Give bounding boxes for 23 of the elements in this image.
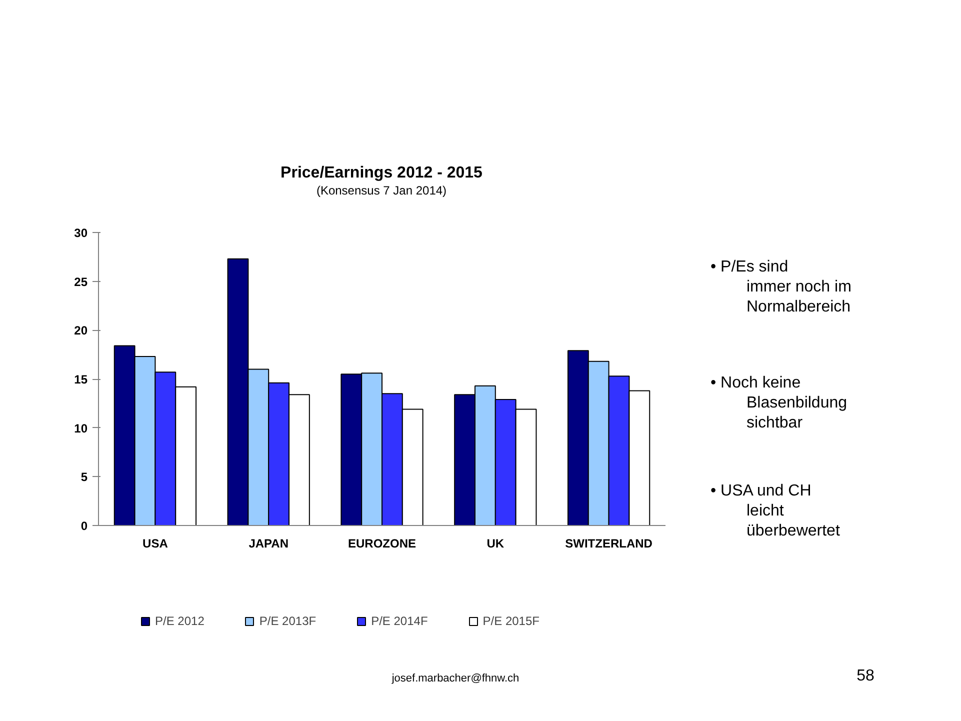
y-tick-label: 30 [74, 226, 88, 240]
x-tick-label: UK [486, 536, 504, 550]
text: • Noch keine Blasenbildung sichtbar [710, 374, 848, 432]
legend-label: P/E 2013F [259, 614, 316, 628]
text: • P/Es sind immer noch im Normalbereich [710, 258, 852, 316]
text: josef.marbacher@fhnw.ch [390, 672, 520, 684]
text: 58 [856, 668, 874, 684]
y-tick-label: 0 [80, 519, 88, 533]
text: • USA und CH leicht überbewertet [710, 482, 840, 540]
x-tick-label: USA [142, 536, 168, 550]
y-tick-label: 20 [74, 324, 88, 338]
legend-label: P/E 2014F [371, 614, 428, 628]
legend-label: P/E 2012 [155, 614, 204, 628]
x-tick-label: JAPAN [248, 536, 289, 550]
y-tick-label: 15 [74, 372, 88, 386]
chart-subtitle: (Konsensus 7 Jan 2014) [316, 184, 447, 198]
legend-label: P/E 2015F [482, 614, 540, 628]
chart-title: Price/Earnings 2012 - 2015 [280, 164, 483, 182]
x-tick-label: EUROZONE [348, 536, 416, 550]
x-tick-label: SWITZERLAND [565, 536, 653, 550]
y-tick-label: 25 [74, 274, 88, 289]
y-tick-label: 10 [74, 421, 88, 436]
y-tick-label: 5 [80, 470, 88, 484]
